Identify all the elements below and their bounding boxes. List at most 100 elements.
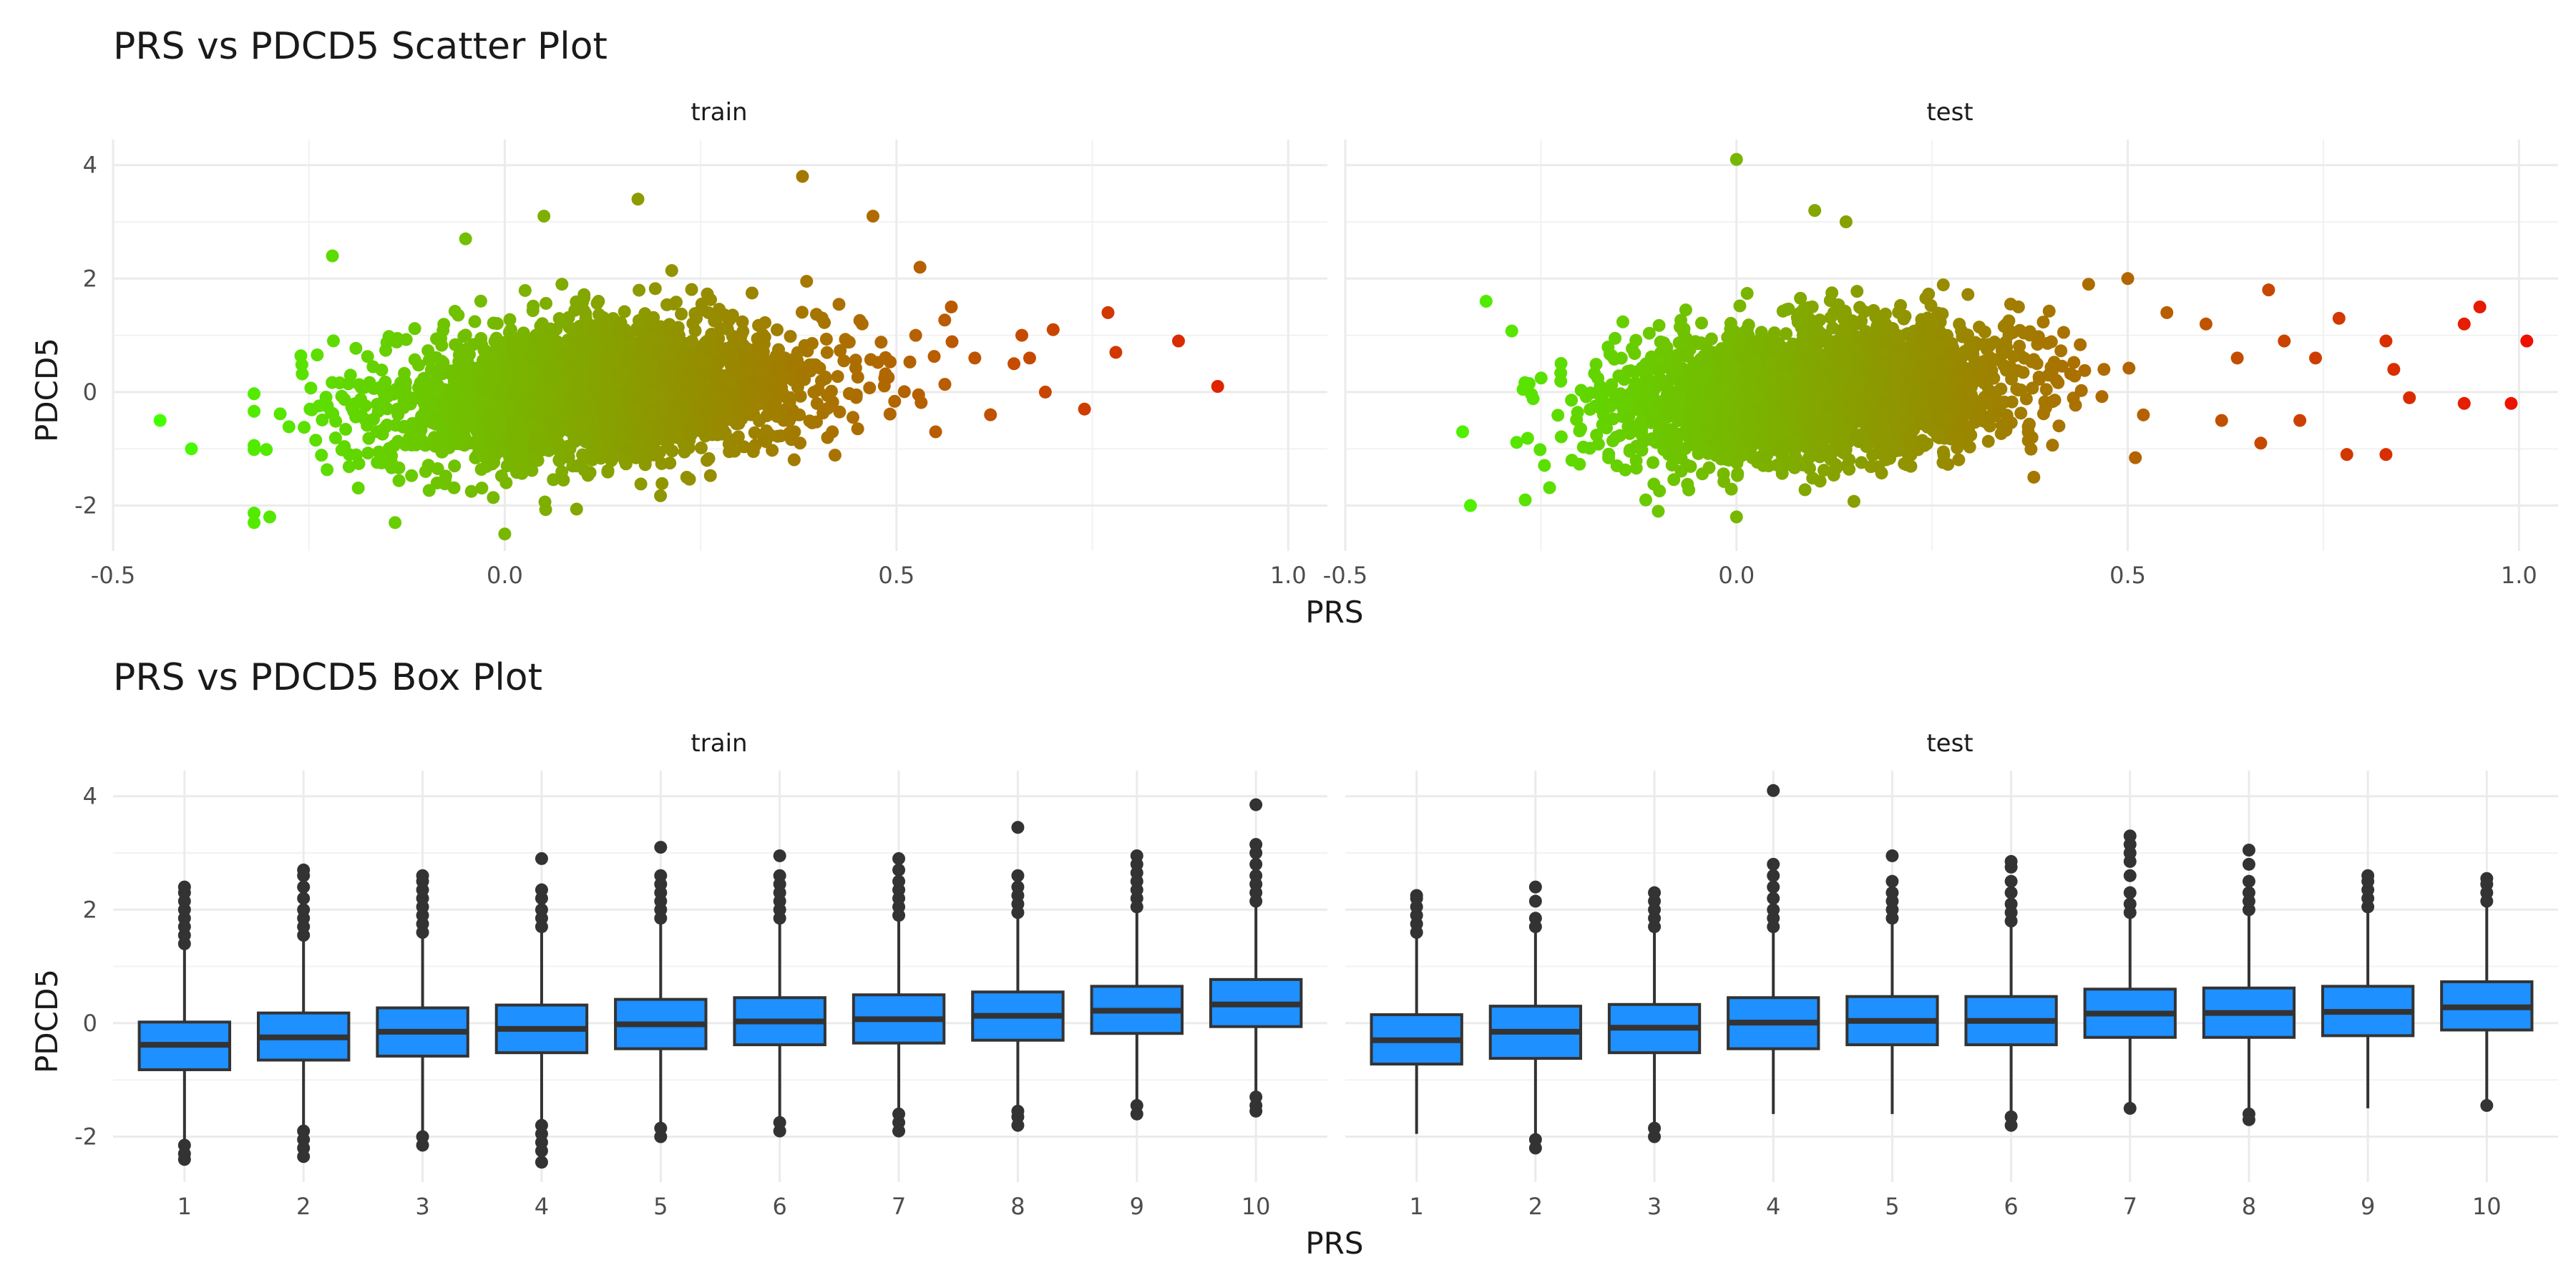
scatter-point [468, 315, 482, 328]
scatter-point [797, 367, 811, 381]
scatter-point [2046, 439, 2059, 452]
scatter-point [694, 441, 708, 454]
scatter-point [361, 447, 375, 460]
scatter-point [1526, 392, 1540, 406]
scatter-point [806, 416, 819, 429]
scatter-point [832, 298, 846, 311]
scatter-point [1936, 278, 1950, 292]
scatter-point [1731, 467, 1745, 480]
scatter-point [414, 420, 428, 434]
scatter-point [248, 507, 261, 520]
scatter-point [1023, 351, 1036, 365]
scatter-point [498, 527, 512, 541]
scatter-point [927, 350, 941, 364]
scatter-x-tick-label: 0.5 [878, 562, 914, 589]
scatter-point [562, 450, 575, 464]
scatter-point [433, 366, 447, 379]
scatter-point [879, 367, 892, 381]
scatter-point [1533, 443, 1547, 457]
scatter-point [736, 394, 750, 407]
scatter-point [938, 313, 952, 327]
scatter-point [1922, 287, 1936, 301]
scatter-point [473, 434, 487, 448]
scatter-point [502, 326, 516, 339]
scatter-point [248, 516, 261, 530]
scatter-point [538, 321, 552, 335]
scatter-point [772, 343, 786, 356]
scatter-point [1629, 454, 1643, 467]
scatter-point [723, 413, 737, 426]
scatter-point [326, 249, 339, 263]
scatter-point [273, 407, 287, 421]
scatter-point [1543, 481, 1556, 494]
scatter-point [579, 435, 592, 449]
scatter-point [1647, 477, 1661, 491]
scatter-point [578, 331, 592, 345]
scatter-point [305, 403, 318, 416]
scatter-point [386, 387, 400, 401]
scatter-point [2069, 399, 2082, 412]
scatter-x-tick-label: -0.5 [91, 562, 135, 589]
scatter-point [831, 370, 844, 384]
scatter-point [680, 470, 693, 484]
scatter-point [1794, 291, 1807, 305]
scatter-point [1109, 346, 1123, 359]
scatter-point [682, 365, 696, 379]
scatter-point [702, 343, 716, 356]
scatter-point [818, 316, 831, 329]
scatter-point [1657, 341, 1670, 354]
scatter-point [821, 401, 834, 415]
scatter-point [594, 452, 608, 465]
scatter-point [1767, 326, 1781, 340]
scatter-point [614, 316, 628, 330]
scatter-point [1624, 364, 1637, 378]
scatter-point [328, 431, 342, 445]
scatter-point [1853, 429, 1866, 442]
scatter-point [624, 403, 638, 416]
scatter-point [447, 481, 461, 494]
scatter-point [577, 288, 591, 301]
scatter-point [1565, 454, 1579, 467]
scatter-point [766, 444, 779, 457]
scatter-point [1890, 420, 1904, 434]
scatter-point [375, 456, 389, 469]
scatter-point [2042, 304, 2056, 318]
scatter-point [1008, 357, 1021, 371]
scatter-point [552, 312, 566, 326]
scatter-point [833, 405, 847, 419]
scatter-point [537, 210, 551, 223]
scatter-plot-title: PRS vs PDCD5 Scatter Plot [113, 25, 608, 68]
scatter-point [248, 443, 261, 457]
scatter-point [1983, 339, 1996, 353]
scatter-point [665, 264, 678, 278]
scatter-point [842, 386, 856, 400]
scatter-point [618, 305, 631, 318]
scatter-point [665, 444, 679, 458]
scatter-point [474, 336, 488, 350]
scatter-point [691, 306, 704, 320]
scatter-point [608, 401, 622, 414]
scatter-point [482, 384, 496, 397]
scatter-point [436, 323, 450, 337]
scatter-point [532, 421, 545, 435]
scatter-point [434, 439, 448, 452]
scatter-point [2052, 419, 2066, 433]
scatter-point [705, 327, 718, 341]
scatter-point [620, 386, 634, 400]
scatter-point [651, 432, 665, 446]
scatter-point [656, 395, 670, 409]
scatter-point [399, 333, 413, 346]
scatter-point [1782, 302, 1795, 316]
scatter-point [883, 407, 897, 421]
scatter-point [547, 473, 560, 487]
scatter-point [1666, 369, 1679, 383]
scatter-point [517, 366, 531, 379]
scatter-point [2095, 390, 2109, 404]
scatter-point [577, 463, 591, 477]
scatter-point [371, 404, 385, 418]
scatter-point [718, 396, 732, 409]
scatter-point [260, 443, 273, 457]
scatter-point [834, 344, 847, 358]
scatter-point [592, 295, 605, 308]
